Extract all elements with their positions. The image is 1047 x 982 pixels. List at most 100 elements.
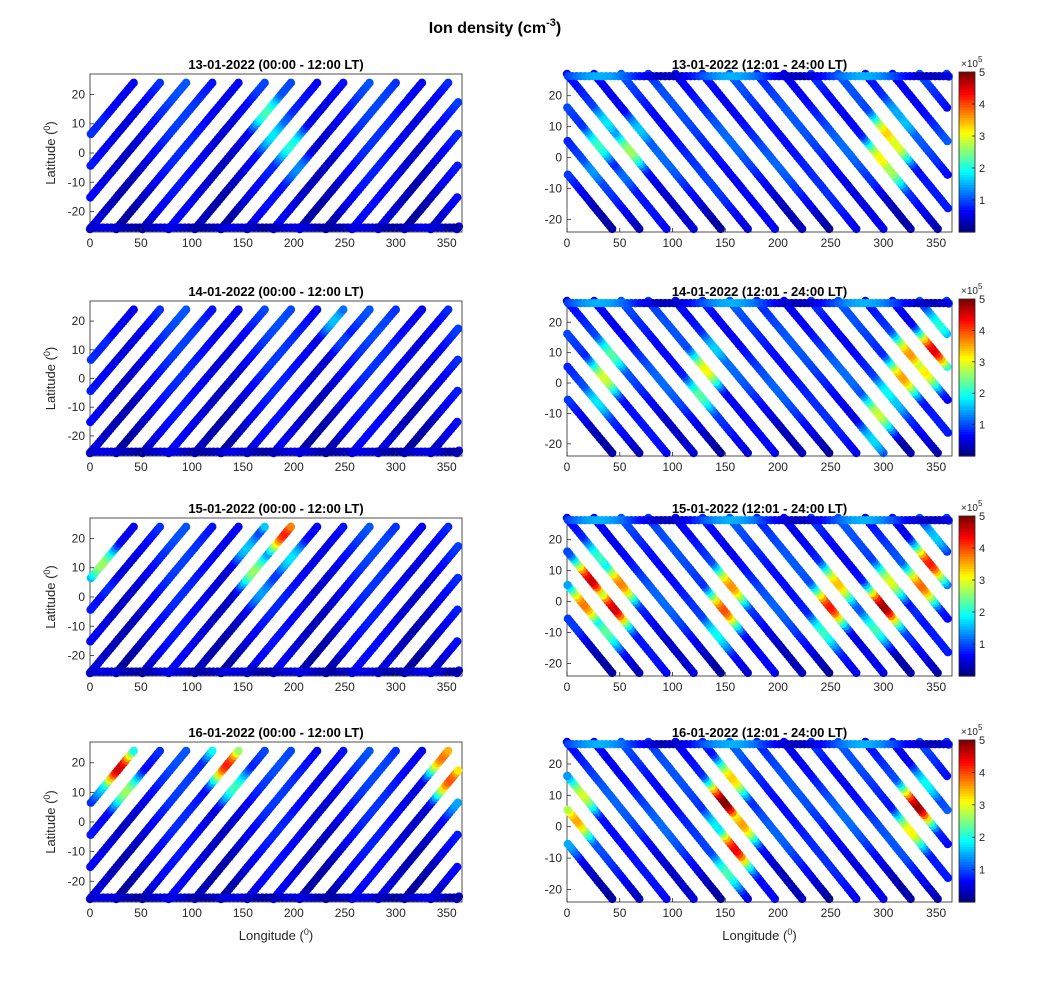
data-point bbox=[260, 305, 269, 314]
y-tick-label: 0 bbox=[555, 151, 562, 165]
y-tick-label: -20 bbox=[68, 429, 86, 443]
data-point bbox=[444, 78, 453, 88]
data-point bbox=[444, 305, 453, 314]
data-point bbox=[234, 78, 243, 88]
y-tick-label: 0 bbox=[555, 376, 562, 390]
colorbar-tick-label: 3 bbox=[979, 357, 985, 369]
x-tick-label: 50 bbox=[613, 236, 627, 250]
scatter-points bbox=[85, 78, 464, 234]
y-tick-label: -10 bbox=[545, 406, 563, 420]
x-tick-label: 350 bbox=[926, 236, 946, 250]
data-point bbox=[365, 305, 374, 314]
data-point bbox=[453, 223, 463, 232]
data-point bbox=[391, 78, 400, 88]
x-tick-label: 350 bbox=[437, 460, 457, 474]
x-tick-label: 250 bbox=[335, 460, 355, 474]
x-tick-label: 0 bbox=[87, 680, 94, 694]
data-point bbox=[129, 305, 138, 314]
data-point bbox=[453, 98, 463, 107]
x-tick-label: 150 bbox=[233, 460, 253, 474]
panel-4: 0 50 100 150 200 250 300 350-20-100102014-01-20… bbox=[545, 282, 985, 474]
x-tick-label: 50 bbox=[613, 460, 627, 474]
x-tick-label: 50 bbox=[134, 460, 148, 474]
y-tick-label: 20 bbox=[72, 314, 86, 328]
x-tick-label: 200 bbox=[768, 236, 788, 250]
data-point bbox=[260, 78, 269, 88]
data-point bbox=[417, 522, 427, 531]
data-point bbox=[943, 72, 952, 81]
data-point bbox=[444, 522, 453, 531]
data-point bbox=[339, 522, 348, 531]
data-point bbox=[563, 362, 572, 371]
data-point bbox=[312, 522, 322, 531]
x-tick-label: 200 bbox=[284, 236, 304, 250]
figure-title-close: ) bbox=[556, 20, 561, 37]
data-point bbox=[563, 103, 572, 112]
colorbar-segment bbox=[959, 72, 975, 76]
x-tick-label: 150 bbox=[715, 460, 735, 474]
data-point bbox=[129, 78, 138, 88]
data-point bbox=[453, 605, 462, 614]
data-point bbox=[181, 522, 191, 531]
y-tick-label: -20 bbox=[545, 437, 563, 451]
data-point bbox=[417, 305, 427, 314]
x-tick-label: 300 bbox=[873, 460, 893, 474]
x-tick-label: 150 bbox=[715, 236, 735, 250]
panels-layer: 0 50 100 150 200 250 300 350-20-100102013-01-20… bbox=[42, 55, 985, 943]
data-point bbox=[391, 522, 400, 531]
x-tick-label: 0 bbox=[87, 460, 94, 474]
data-point bbox=[453, 637, 462, 646]
data-point bbox=[234, 305, 243, 314]
data-point bbox=[453, 417, 462, 427]
data-point bbox=[453, 193, 462, 202]
data-point bbox=[208, 522, 217, 531]
x-tick-label: 100 bbox=[662, 460, 682, 474]
colorbar-segment bbox=[959, 299, 975, 303]
data-point bbox=[563, 329, 572, 339]
data-point bbox=[312, 305, 322, 314]
x-tick-label: 50 bbox=[134, 236, 148, 250]
colorbar-tick-label: 1 bbox=[979, 420, 985, 432]
data-point bbox=[453, 447, 463, 456]
data-point bbox=[453, 667, 463, 676]
y-tick-label: 0 bbox=[78, 146, 85, 160]
x-tick-label: 250 bbox=[821, 460, 841, 474]
x-tick-label: 100 bbox=[182, 460, 202, 474]
data-point bbox=[453, 573, 462, 583]
data-point bbox=[260, 522, 269, 531]
panel-title: 14-01-2022 (00:00 - 12:00 LT) bbox=[188, 284, 363, 299]
data-point bbox=[155, 305, 165, 314]
figure-title-exponent: -3 bbox=[546, 17, 556, 29]
x-tick-label: 250 bbox=[335, 236, 355, 250]
data-point bbox=[286, 78, 296, 88]
x-tick-label: 150 bbox=[233, 236, 253, 250]
x-tick-label: 250 bbox=[821, 236, 841, 250]
colorbar-tick-label: 3 bbox=[979, 131, 985, 143]
x-tick-label: 0 bbox=[564, 236, 571, 250]
panel-5: 0 50 100 150 200 250 300 350-20-100102015-01-20… bbox=[42, 501, 464, 694]
data-point bbox=[155, 78, 165, 88]
data-point bbox=[129, 522, 138, 531]
x-tick-label: 100 bbox=[662, 236, 682, 250]
colorbar-tick-label: 4 bbox=[979, 99, 985, 111]
panel-1: 0 50 100 150 200 250 300 350-20-100102013-01-20… bbox=[42, 57, 464, 250]
data-point bbox=[453, 161, 462, 170]
data-point bbox=[208, 78, 217, 88]
data-point bbox=[312, 78, 322, 88]
y-tick-label: 10 bbox=[549, 346, 563, 360]
y-tick-label: 10 bbox=[72, 117, 86, 131]
data-point bbox=[286, 522, 296, 531]
data-point bbox=[417, 78, 427, 88]
x-tick-label: 0 bbox=[87, 236, 94, 250]
panel-2: 0 50 100 150 200 250 300 350-20-100102013-01-20… bbox=[545, 55, 985, 250]
colorbar-tick-label: 2 bbox=[979, 388, 985, 400]
data-point bbox=[453, 542, 463, 551]
data-point bbox=[155, 522, 165, 531]
x-tick-label: 300 bbox=[386, 460, 406, 474]
y-tick-label: 0 bbox=[78, 372, 85, 386]
data-point bbox=[563, 170, 573, 179]
y-tick-label: 10 bbox=[549, 120, 563, 134]
y-axis-label: Latitude (0) bbox=[42, 121, 58, 185]
y-tick-label: 10 bbox=[72, 343, 86, 357]
